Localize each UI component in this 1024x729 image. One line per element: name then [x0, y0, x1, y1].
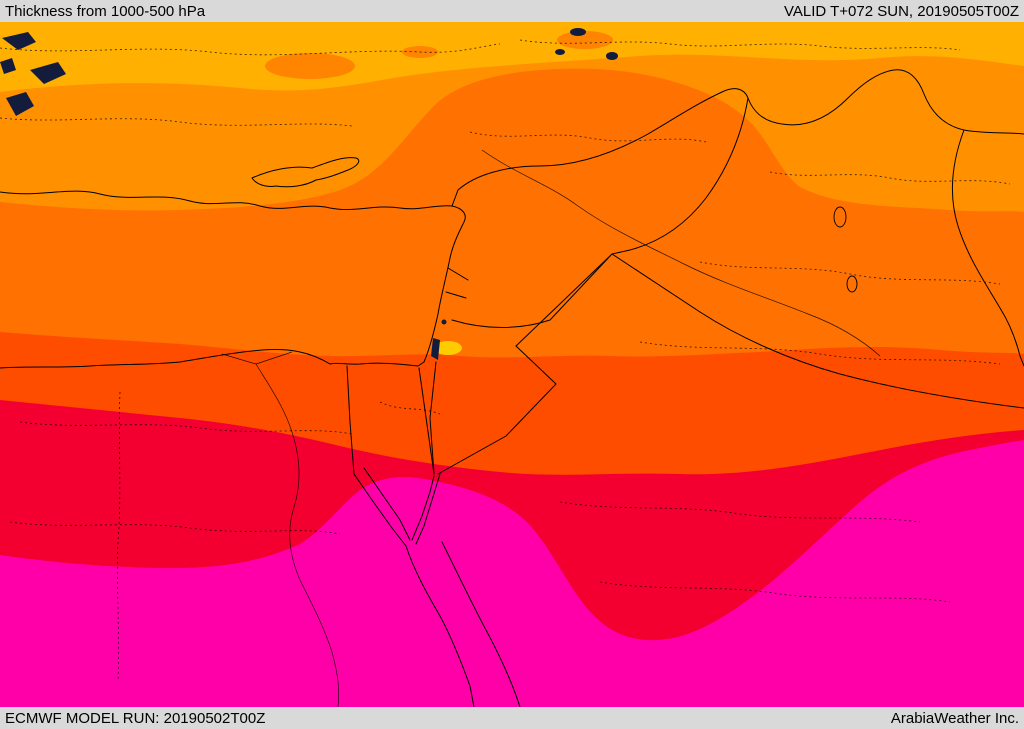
euphrates-river-line — [481, 149, 881, 357]
aegean-sea-patch — [2, 32, 36, 50]
orange-patch — [557, 31, 613, 49]
border-jordan-israel-arava — [429, 361, 437, 475]
aegean-sea-patch — [6, 92, 34, 116]
nile-delta-branch — [221, 353, 257, 365]
dotted-admin-line — [379, 401, 441, 415]
thickness-map — [0, 22, 1024, 707]
red-sea-african-coast — [405, 545, 475, 707]
border-syria-iraq — [611, 97, 749, 255]
dotted-admin-line — [599, 581, 951, 603]
nile-river-line — [255, 363, 340, 707]
dead-sea — [431, 338, 440, 360]
border-syria-jordan — [451, 253, 613, 328]
header-bar: Thickness from 1000-500 hPa VALID T+072 … — [0, 0, 1024, 22]
gulf-of-aqaba-east-shore — [415, 473, 441, 545]
turkish-lake — [570, 28, 586, 36]
nile-delta-branch — [255, 351, 293, 365]
gulf-of-aqaba-west-shore — [411, 475, 435, 541]
border-turkey-south-east — [451, 69, 1024, 207]
dotted-admin-line — [0, 117, 353, 127]
red-sea-arabian-coast — [441, 541, 521, 707]
dotted-admin-line — [469, 131, 707, 143]
map-area — [0, 22, 1024, 707]
turkish-lake — [606, 52, 618, 60]
mediterranean-coastline — [0, 190, 466, 369]
border-israel-egypt — [418, 367, 435, 475]
sea-of-galilee — [441, 319, 447, 325]
border-iraq-saudi — [611, 253, 1024, 409]
band-magenta-south — [0, 440, 1024, 707]
dotted-admin-line — [519, 39, 961, 51]
dotted-admin-line — [559, 501, 921, 523]
border-iraq-iran — [951, 129, 1024, 367]
dotted-admin-line — [19, 421, 353, 435]
yellow-spot — [434, 341, 462, 355]
footer-bar: ECMWF MODEL RUN: 20190502T00Z ArabiaWeat… — [0, 707, 1024, 729]
border-jordan-saudi-south — [437, 345, 557, 475]
gulf-of-suez-west-shore — [353, 473, 407, 547]
iraq-lake-outline — [833, 206, 847, 228]
brand-label: ArabiaWeather Inc. — [890, 709, 1019, 727]
sinai-west-coast — [363, 467, 411, 541]
cyprus-coastline — [251, 157, 360, 188]
aegean-sea-patch — [0, 58, 16, 74]
dotted-admin-line — [0, 43, 501, 56]
dotted-admin-line — [699, 261, 1001, 285]
border-lebanon — [447, 267, 469, 281]
iraq-lake-outline — [846, 275, 858, 293]
map-title: Thickness from 1000-500 hPa — [5, 2, 206, 20]
dotted-admin-line — [769, 171, 1011, 185]
border-jordan-saudi-hiccup — [515, 253, 613, 347]
turkish-lake — [555, 49, 565, 55]
border-lebanon-south — [445, 291, 467, 299]
suez-canal-line — [346, 365, 355, 475]
orange-patch — [265, 53, 355, 79]
valid-time-label: VALID T+072 SUN, 20190505T00Z — [783, 2, 1019, 20]
dotted-admin-line — [639, 341, 1001, 365]
model-run-label: ECMWF MODEL RUN: 20190502T00Z — [5, 709, 266, 727]
dotted-admin-line — [9, 521, 341, 535]
aegean-sea-patch — [30, 62, 66, 84]
